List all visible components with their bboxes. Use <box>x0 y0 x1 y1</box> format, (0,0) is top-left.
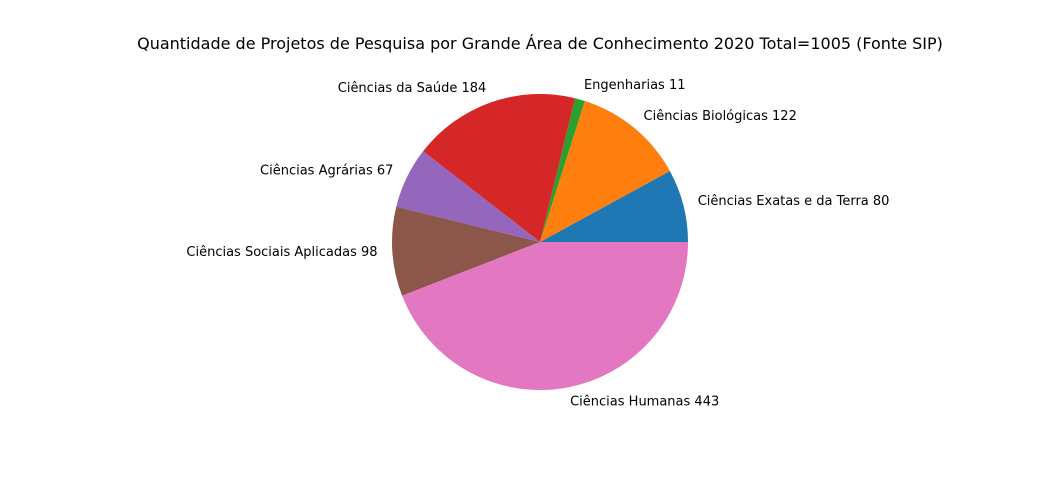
pie-slice-label: Ciências Humanas 443 <box>570 394 719 409</box>
pie-slice <box>402 242 688 391</box>
pie-slice-label: Ciências Exatas e da Terra 80 <box>698 194 890 209</box>
pie-slice-label: Engenharias 11 <box>584 78 686 93</box>
pie-labels: Ciências Exatas e da Terra 80 Ciências Bi… <box>186 78 889 410</box>
pie-slice <box>396 151 540 242</box>
pie-slice <box>540 98 585 243</box>
pie-slice <box>392 206 540 296</box>
pie-slice-label: Ciências Agrárias 67 <box>260 164 393 179</box>
pie-slice-label: Ciências da Saúde 184 <box>338 81 487 96</box>
pie-slice-label: Ciências Biológicas 122 <box>644 109 797 124</box>
pie-slice <box>540 171 688 242</box>
pie-slice <box>423 93 576 242</box>
pie-slice-label: Ciências Sociais Aplicadas 98 <box>186 245 377 260</box>
chart-title: Quantidade de Projetos de Pesquisa por G… <box>137 34 943 53</box>
pie-slice <box>540 100 670 243</box>
pie-slices <box>392 93 688 391</box>
